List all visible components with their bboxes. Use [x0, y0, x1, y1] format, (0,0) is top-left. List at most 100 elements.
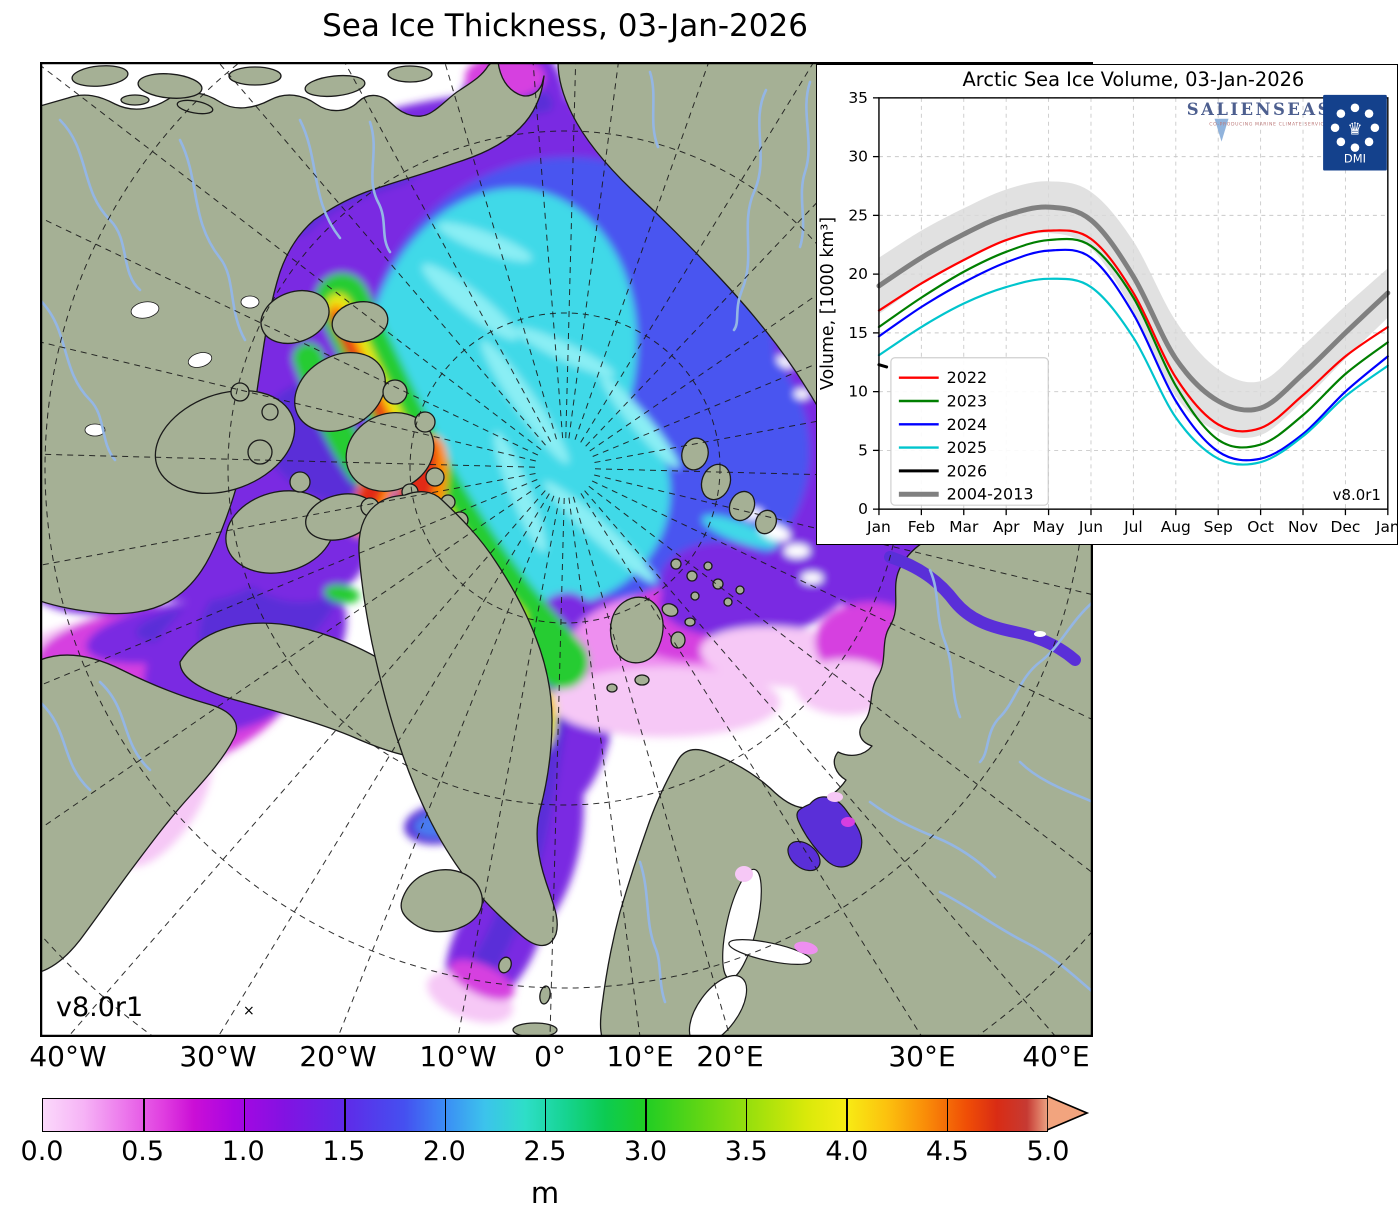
- colorbar-tick: [545, 1099, 547, 1131]
- longitude-label: 30°E: [888, 1040, 956, 1073]
- volume-chart: Jan Feb Mar Apr May Jun Jul Aug Sep Oct Nov Dec Jan0…: [818, 68, 1397, 536]
- dmi-wordmark: DMI: [1344, 152, 1366, 166]
- colorbar-tick: [143, 1099, 145, 1131]
- land-labrador: [40, 654, 238, 973]
- sea-ice-thickness-map: v8.0r1 ×: [40, 62, 1093, 1037]
- y-tick-label: 30: [848, 148, 868, 166]
- dmi-dot-icon: [1330, 123, 1340, 133]
- legend-label-2023: 2023: [947, 391, 988, 410]
- x-tick-label: Apr: [993, 518, 1020, 536]
- rivers: [40, 70, 1093, 1004]
- legend-label-2004-2013: 2004-2013: [947, 485, 1034, 504]
- legend-label-2022: 2022: [947, 368, 988, 387]
- colorbar-tick-label: 0.0: [20, 1136, 64, 1167]
- colorbar-tick: [745, 1099, 748, 1131]
- arctic-sea-ice-volume-inset: Jan Feb Mar Apr May Jun Jul Aug Sep Oct Nov Dec Jan 0…: [816, 64, 1398, 545]
- land-svalbard: [609, 596, 664, 664]
- x-tick-label: Jul: [1123, 518, 1143, 536]
- salienseas-tagline: CO-PRODUCING MARINE CLIMATE SERVICES: [1209, 122, 1331, 128]
- y-tick-label: 0: [858, 500, 868, 518]
- colorbar-tick: [946, 1099, 948, 1131]
- series-line-2023: [877, 237, 1389, 449]
- colorbar-tick: [444, 1099, 446, 1131]
- y-tick-label: 15: [848, 324, 868, 342]
- chart-version-label: v8.0r1: [1333, 486, 1381, 504]
- dmi-dot-icon: [1336, 109, 1346, 118]
- map-frame: [40, 62, 1093, 1037]
- band-2004-2013-range: [878, 181, 1388, 438]
- longitude-label: 20°E: [696, 1040, 764, 1073]
- y-axis-label: Volume, [1000 km³]: [818, 217, 838, 390]
- y-tick-label: 10: [848, 383, 868, 401]
- series-line-2026: [877, 363, 889, 369]
- colorbar-tick-label: 4.5: [925, 1136, 969, 1167]
- longitude-label: 40°W: [29, 1040, 107, 1073]
- colorbar-tick-label: 1.5: [322, 1136, 366, 1167]
- longitude-label: 10°E: [606, 1040, 674, 1073]
- thickness-colorbar: [42, 1098, 1048, 1132]
- chart-title: Arctic Sea Ice Volume, 03-Jan-2026: [963, 68, 1305, 91]
- dmi-dot-icon: [1336, 137, 1346, 147]
- lakes-and-seas: [40, 70, 1093, 1037]
- x-tick-label: Feb: [908, 518, 935, 536]
- series-line-2022: [877, 229, 1389, 433]
- landmasses: [40, 62, 1093, 1037]
- colorbar-tick: [344, 1099, 346, 1131]
- x-tick-label: May: [1033, 518, 1065, 536]
- colorbar-tick-label: 0.5: [121, 1136, 165, 1167]
- dmi-logo: ♛ DMI: [1323, 94, 1387, 171]
- x-tick-label: Mar: [949, 518, 979, 536]
- legend-label-2025: 2025: [947, 438, 988, 457]
- land-greenland: [358, 491, 558, 947]
- longitude-label: 30°W: [179, 1040, 257, 1073]
- x-tick-label: Jan: [1375, 518, 1397, 536]
- longitude-label: 20°W: [299, 1040, 377, 1073]
- map-canvas: v8.0r1 ×: [40, 62, 1093, 1037]
- colorbar-tick: [846, 1099, 848, 1131]
- x-tick-label: Jun: [1078, 518, 1103, 536]
- chart-legend: 2022 2023 2024 2025 2026 2004-2013: [890, 357, 1049, 506]
- dmi-dot-icon: [1350, 143, 1360, 152]
- colorbar-tick-label: 2.5: [523, 1136, 567, 1167]
- dmi-dot-icon: [1350, 103, 1360, 113]
- map-version-label: v8.0r1: [56, 992, 143, 1023]
- page-title: Sea Ice Thickness, 03-Jan-2026: [322, 8, 808, 44]
- colorbar-tick: [243, 1099, 246, 1131]
- colorbar-tick-label: 2.0: [422, 1136, 466, 1167]
- y-tick-label: 25: [848, 206, 868, 224]
- salienseas-logo: SALIENSEAS CO-PRODUCING MARINE CLIMATE SE…: [1187, 100, 1332, 142]
- graticule: [40, 62, 1093, 1037]
- colorbar-tick: [645, 1099, 647, 1131]
- salienseas-wordmark: SALIENSEAS: [1187, 100, 1332, 119]
- x-tick-label: Nov: [1288, 518, 1318, 536]
- colorbar-tick-label: 3.5: [724, 1136, 768, 1167]
- map-x-marker: ×: [243, 1003, 255, 1019]
- colorbar-tick-label: 5.0: [1026, 1136, 1070, 1167]
- y-tick-label: 35: [848, 89, 868, 107]
- x-tick-label: Aug: [1161, 518, 1191, 536]
- dmi-crown-icon: ♛: [1347, 119, 1362, 139]
- dmi-dot-icon: [1364, 137, 1374, 147]
- longitude-label: 40°E: [1022, 1040, 1090, 1073]
- y-tick-label: 5: [858, 441, 868, 459]
- longitude-label: 0°: [534, 1040, 566, 1073]
- series-line-2024: [877, 248, 1389, 462]
- colorbar-tick-label: 3.0: [624, 1136, 668, 1167]
- x-tick-label: Sep: [1204, 518, 1233, 536]
- colorbar-tick-label: 4.0: [825, 1136, 869, 1167]
- series-line-2025: [877, 277, 1389, 466]
- longitude-label: 10°W: [419, 1040, 497, 1073]
- legend-label-2024: 2024: [947, 415, 988, 434]
- colorbar-tick-label: 1.0: [221, 1136, 265, 1167]
- land-iceland: [400, 869, 483, 933]
- dmi-dot-icon: [1370, 123, 1380, 133]
- dmi-dot-icon: [1364, 109, 1374, 118]
- colorbar-arrow-icon: [1047, 1095, 1090, 1131]
- colorbar-unit-label: m: [530, 1176, 560, 1210]
- legend-label-2026: 2026: [947, 461, 988, 480]
- x-tick-label: Oct: [1247, 518, 1274, 536]
- x-tick-label: Jan: [866, 518, 891, 536]
- x-tick-label: Dec: [1330, 518, 1360, 536]
- series-line-2004-2013: [876, 204, 1391, 413]
